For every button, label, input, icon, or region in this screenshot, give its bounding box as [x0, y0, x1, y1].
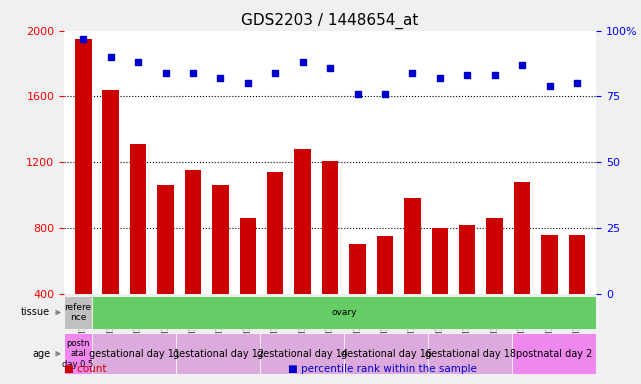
Bar: [459, 225, 476, 359]
FancyBboxPatch shape: [64, 296, 92, 329]
Bar: [130, 144, 146, 359]
Bar: [569, 235, 585, 359]
Bar: [404, 199, 420, 359]
Point: [297, 59, 308, 65]
Point: [517, 62, 527, 68]
Bar: [487, 218, 503, 359]
Bar: [267, 172, 283, 359]
Bar: [103, 90, 119, 359]
Bar: [431, 228, 448, 359]
Bar: [185, 170, 201, 359]
Point: [243, 80, 253, 86]
Text: postn
atal
day 0.5: postn atal day 0.5: [62, 339, 94, 369]
Text: postnatal day 2: postnatal day 2: [516, 349, 592, 359]
Text: ovary: ovary: [331, 308, 357, 317]
Text: tissue: tissue: [21, 308, 60, 318]
Text: gestational day 11: gestational day 11: [88, 349, 179, 359]
FancyBboxPatch shape: [92, 296, 596, 329]
FancyBboxPatch shape: [176, 333, 260, 374]
Title: GDS2203 / 1448654_at: GDS2203 / 1448654_at: [242, 13, 419, 29]
Text: age: age: [32, 349, 60, 359]
Point: [544, 83, 554, 89]
Point: [270, 70, 280, 76]
Point: [78, 36, 88, 42]
Text: ■ percentile rank within the sample: ■ percentile rank within the sample: [288, 364, 478, 374]
Bar: [240, 218, 256, 359]
Bar: [541, 235, 558, 359]
Text: gestational day 18: gestational day 18: [424, 349, 515, 359]
Bar: [294, 149, 311, 359]
Point: [325, 65, 335, 71]
Text: gestational day 16: gestational day 16: [340, 349, 431, 359]
Point: [435, 75, 445, 81]
FancyBboxPatch shape: [64, 333, 92, 374]
Point: [462, 72, 472, 78]
Text: ■ count: ■ count: [64, 364, 106, 374]
FancyBboxPatch shape: [512, 333, 596, 374]
FancyBboxPatch shape: [260, 333, 344, 374]
Bar: [349, 244, 366, 359]
FancyBboxPatch shape: [428, 333, 512, 374]
Bar: [212, 185, 229, 359]
Point: [380, 91, 390, 97]
Point: [407, 70, 417, 76]
FancyBboxPatch shape: [344, 333, 428, 374]
Bar: [75, 39, 92, 359]
Point: [572, 80, 582, 86]
Bar: [377, 236, 393, 359]
Bar: [157, 185, 174, 359]
Point: [490, 72, 500, 78]
Point: [106, 54, 116, 60]
Bar: [514, 182, 530, 359]
Point: [188, 70, 198, 76]
Bar: [322, 161, 338, 359]
Point: [160, 70, 171, 76]
Point: [215, 75, 226, 81]
Point: [133, 59, 144, 65]
FancyBboxPatch shape: [92, 333, 176, 374]
Text: refere
nce: refere nce: [65, 303, 92, 322]
Text: gestational day 14: gestational day 14: [256, 349, 347, 359]
Point: [353, 91, 363, 97]
Text: gestational day 12: gestational day 12: [172, 349, 263, 359]
